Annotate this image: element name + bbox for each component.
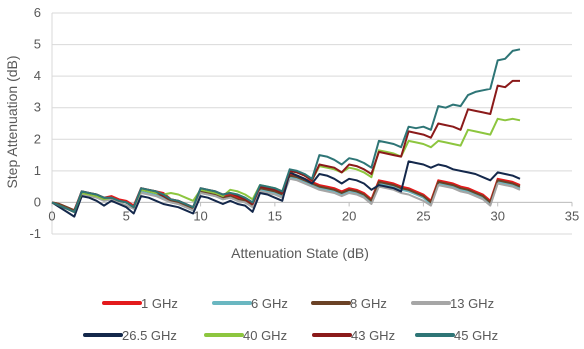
legend-item: 43 GHz xyxy=(312,328,395,343)
x-tick-label: 25 xyxy=(416,208,430,223)
y-tick-labels: -1 0 1 2 3 4 5 6 xyxy=(29,5,41,241)
x-tick-label: 20 xyxy=(342,208,356,223)
x-tick-label: 10 xyxy=(193,208,207,223)
y-tick-label: 2 xyxy=(34,131,41,146)
legend-item: 26.5 GHz xyxy=(83,328,177,343)
legend-label: 45 GHz xyxy=(454,328,498,343)
legend: 1 GHz 6 GHz 8 GHz 13 GHz 26.5 GHz 40 GHz 43 GH… xyxy=(83,296,498,343)
x-tick-label: 35 xyxy=(565,208,579,223)
y-tick-label: 1 xyxy=(34,163,41,178)
x-tick-label: 5 xyxy=(123,208,130,223)
y-tick-label: 3 xyxy=(34,100,41,115)
legend-item: 45 GHz xyxy=(415,328,498,343)
y-tick-label: 4 xyxy=(34,68,41,83)
x-tick-label: 15 xyxy=(268,208,282,223)
legend-item: 40 GHz xyxy=(204,328,287,343)
legend-label: 6 GHz xyxy=(251,296,288,311)
series-line-45-ghz xyxy=(51,48,521,213)
legend-label: 40 GHz xyxy=(243,328,287,343)
legend-item: 1 GHz xyxy=(102,296,178,311)
legend-label: 13 GHz xyxy=(450,296,494,311)
series-line-43-ghz xyxy=(51,79,520,213)
x-tick-label: 30 xyxy=(490,208,504,223)
series-line-26.5-ghz xyxy=(51,160,521,218)
legend-item: 8 GHz xyxy=(311,296,387,311)
x-tick-labels: 0 5 10 15 20 25 30 35 xyxy=(48,208,579,223)
axes xyxy=(51,13,573,234)
legend-label: 1 GHz xyxy=(141,296,178,311)
y-tick-label: -1 xyxy=(29,226,41,241)
series-lines xyxy=(51,48,521,218)
gridlines xyxy=(52,12,572,235)
legend-label: 8 GHz xyxy=(350,296,387,311)
legend-item: 13 GHz xyxy=(411,296,494,311)
y-tick-label: 0 xyxy=(34,194,41,209)
y-tick-label: 5 xyxy=(34,37,41,52)
y-axis-title: Step Attenuation (dB) xyxy=(4,55,20,188)
x-tick-label: 0 xyxy=(48,208,55,223)
legend-label: 26.5 GHz xyxy=(122,328,177,343)
legend-label: 43 GHz xyxy=(351,328,395,343)
x-axis-title: Attenuation State (dB) xyxy=(231,245,369,261)
legend-item: 6 GHz xyxy=(212,296,288,311)
y-tick-label: 6 xyxy=(34,5,41,20)
series-line-40-ghz xyxy=(51,117,521,213)
